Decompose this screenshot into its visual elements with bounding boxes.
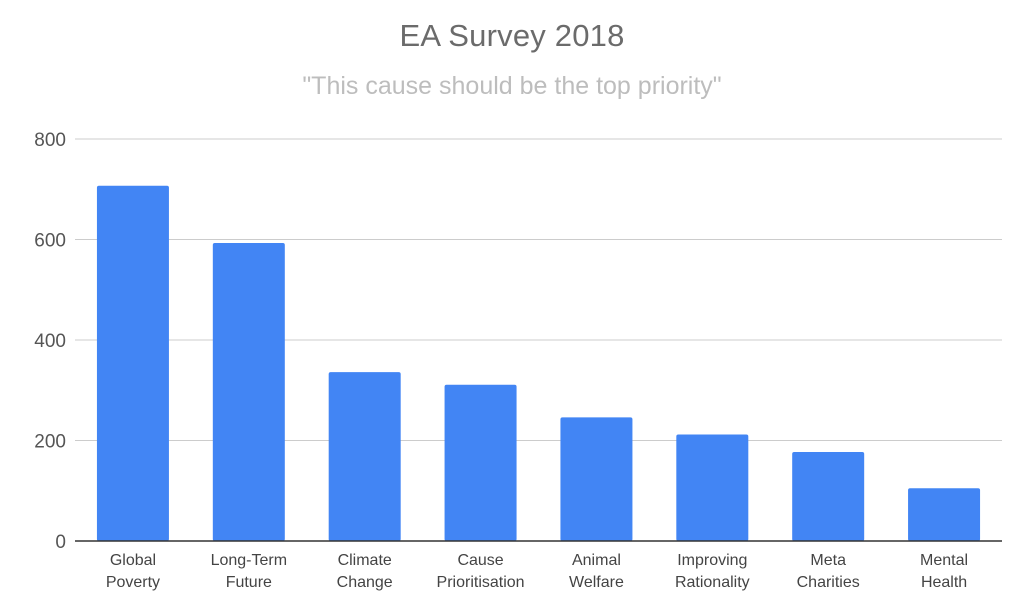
- bar: [328, 372, 401, 541]
- y-tick-label: 200: [34, 432, 66, 453]
- x-tick-label: Long-Term: [211, 552, 287, 569]
- x-tick-label: Future: [226, 574, 272, 591]
- x-tick-label: Poverty: [106, 574, 160, 591]
- x-tick-label: Prioritisation: [437, 574, 525, 591]
- bar: [444, 384, 517, 541]
- x-tick-label: Charities: [797, 574, 860, 591]
- y-tick-label: 0: [55, 532, 66, 553]
- bar: [560, 417, 633, 541]
- x-tick-label: Health: [921, 574, 967, 591]
- x-tick-label: Climate: [338, 552, 392, 569]
- y-tick-label: 800: [34, 130, 66, 151]
- chart-subtitle: "This cause should be the top priority": [302, 72, 722, 100]
- x-tick-label: Rationality: [675, 574, 750, 591]
- bar: [212, 243, 285, 541]
- bar: [908, 488, 981, 541]
- chart-title: EA Survey 2018: [399, 18, 625, 53]
- x-tick-label: Change: [337, 574, 393, 591]
- x-tick-label: Global: [110, 552, 156, 569]
- bar: [792, 452, 865, 541]
- x-tick-label: Meta: [810, 552, 846, 569]
- y-tick-label: 400: [34, 331, 66, 352]
- x-tick-label: Animal: [572, 552, 621, 569]
- x-tick-label: Mental: [920, 552, 968, 569]
- x-tick-label: Improving: [677, 552, 747, 569]
- x-tick-label: Welfare: [569, 574, 624, 591]
- bar: [676, 434, 749, 541]
- y-tick-label: 600: [34, 231, 66, 252]
- x-tick-label: Cause: [457, 552, 503, 569]
- bar: [96, 185, 169, 542]
